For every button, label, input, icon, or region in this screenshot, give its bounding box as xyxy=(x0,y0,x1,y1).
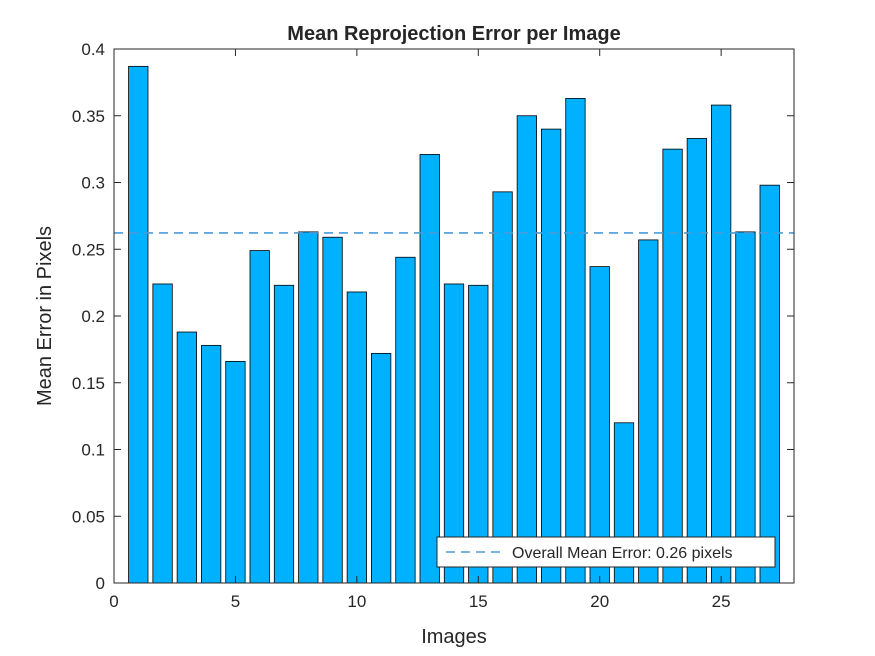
bar-image-6 xyxy=(249,250,270,584)
y-tick-label: 0.4 xyxy=(81,40,105,59)
legend-label: Overall Mean Error: 0.26 pixels xyxy=(512,545,733,562)
bar-image-22 xyxy=(638,239,659,584)
bar-image-7 xyxy=(273,284,295,584)
x-tick-label: 5 xyxy=(231,592,240,611)
bar-image-16 xyxy=(492,191,513,584)
bar-image-18 xyxy=(541,128,562,584)
x-tick-label: 25 xyxy=(712,592,731,611)
bar-image-9 xyxy=(322,236,343,584)
chart-title: Mean Reprojection Error per Image xyxy=(287,23,620,45)
bar-image-5 xyxy=(225,360,246,584)
bar-image-8 xyxy=(298,231,319,584)
y-tick-label: 0.25 xyxy=(72,240,105,259)
x-tick-label: 0 xyxy=(109,592,118,611)
bar-image-10 xyxy=(346,291,367,584)
x-tick-label: 10 xyxy=(347,592,366,611)
bar-image-17 xyxy=(516,115,537,584)
y-tick-label: 0.1 xyxy=(81,441,105,460)
bar-image-23 xyxy=(662,148,683,584)
bar-image-11 xyxy=(371,352,392,584)
bar-image-25 xyxy=(711,104,732,584)
bar-image-2 xyxy=(152,283,173,584)
bar-image-3 xyxy=(176,331,197,584)
y-axis-ticks: 0 0.05 0.1 0.15 0.2 0.25 0.3 0.35 0.4 xyxy=(72,40,794,593)
y-axis-label: Mean Error in Pixels xyxy=(34,226,56,406)
bar-image-1 xyxy=(128,65,149,584)
legend: Overall Mean Error: 0.26 pixels xyxy=(436,536,776,568)
bar-image-12 xyxy=(395,256,416,584)
bars xyxy=(128,65,780,584)
bar-image-24 xyxy=(686,138,707,584)
bar-image-26 xyxy=(735,231,756,584)
y-tick-label: 0.3 xyxy=(81,174,105,193)
y-tick-label: 0.2 xyxy=(81,307,105,326)
x-tick-label: 20 xyxy=(590,592,609,611)
x-tick-label: 15 xyxy=(469,592,488,611)
bar-image-13 xyxy=(419,154,440,584)
y-tick-label: 0.35 xyxy=(72,107,105,126)
bar-image-19 xyxy=(565,97,586,584)
bar-image-20 xyxy=(589,266,610,584)
y-tick-label: 0.15 xyxy=(72,374,105,393)
bar-image-27 xyxy=(759,184,780,584)
y-tick-label: 0.05 xyxy=(72,507,105,526)
bar-image-4 xyxy=(201,344,222,584)
y-tick-label: 0 xyxy=(96,574,105,593)
x-axis-label: Images xyxy=(421,626,487,648)
x-axis-ticks: 0 5 10 15 20 25 xyxy=(109,49,731,611)
